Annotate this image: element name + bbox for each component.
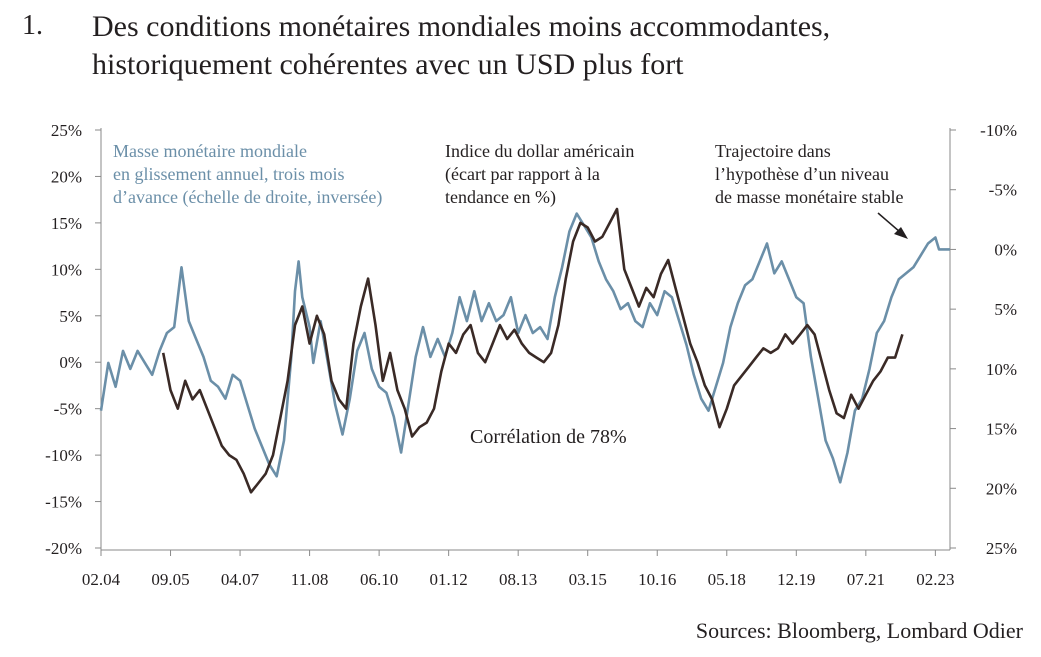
x-tick-label: 11.08 xyxy=(291,570,329,589)
x-tick-label: 05.18 xyxy=(708,570,746,589)
right-tick-label: 5% xyxy=(994,300,1017,319)
x-tick-label: 07.21 xyxy=(847,570,885,589)
x-tick-label: 09.05 xyxy=(151,570,189,589)
right-tick-label: -5% xyxy=(989,181,1017,200)
annotation-trajectory: Trajectoire dans l’hypothèse d’un niveau… xyxy=(715,141,903,207)
left-tick-label: 20% xyxy=(51,167,82,186)
x-tick-label: 02.23 xyxy=(916,570,954,589)
source-note: Sources: Bloomberg, Lombard Odier xyxy=(695,618,1023,643)
x-tick-label: 12.19 xyxy=(777,570,815,589)
annotation-money-supply: Masse monétaire mondiale en glissement a… xyxy=(113,141,382,208)
chart-title-line-1: Des conditions monétaires mondiales moin… xyxy=(92,10,831,43)
x-tick-label: 01.12 xyxy=(430,570,468,589)
annotation-arrow xyxy=(877,212,908,239)
series-line-money-supply xyxy=(99,212,950,484)
right-tick-label: -10% xyxy=(980,121,1017,140)
right-tick-label: 15% xyxy=(986,420,1017,439)
left-tick-label: 0% xyxy=(59,353,82,372)
chart-title-line-2: historiquement cohérentes avec un USD pl… xyxy=(92,48,684,81)
left-tick-label: 5% xyxy=(59,307,82,326)
right-tick-label: 25% xyxy=(986,539,1017,558)
correlation-label: Corrélation de 78% xyxy=(470,426,627,448)
left-tick-label: -5% xyxy=(54,400,82,419)
annotation-usd-index: Indice du dollar américain (écart par ra… xyxy=(445,141,639,208)
x-tick-label: 02.04 xyxy=(82,570,121,589)
x-tick-label: 06.10 xyxy=(360,570,398,589)
right-axis-ticks: -10% -5% 0% 5% 10% 15% 20% 25% xyxy=(950,121,1017,558)
chart-title: Des conditions monétaires mondiales moin… xyxy=(92,8,1022,84)
left-tick-label: 15% xyxy=(51,214,82,233)
right-tick-label: 10% xyxy=(986,360,1017,379)
left-tick-label: -20% xyxy=(45,539,82,558)
left-tick-label: -10% xyxy=(45,446,82,465)
x-tick-label: 10.16 xyxy=(638,570,676,589)
x-tick-label: 04.07 xyxy=(221,570,260,589)
left-axis-ticks: 25% 20% 15% 10% 5% 0% -5% -10% -15% -20% xyxy=(45,121,101,558)
left-tick-label: 25% xyxy=(51,121,82,140)
left-tick-label: -15% xyxy=(45,493,82,512)
left-tick-label: 10% xyxy=(51,260,82,279)
chart-number: 1. xyxy=(22,10,43,41)
right-tick-label: 0% xyxy=(994,240,1017,259)
x-axis-ticks: 02.04 09.05 04.07 11.08 06.10 01.12 08.13 03.15… xyxy=(82,550,954,589)
series-line-usd-index xyxy=(161,207,904,494)
right-tick-label: 20% xyxy=(986,479,1017,498)
x-tick-label: 03.15 xyxy=(569,570,607,589)
x-tick-label: 08.13 xyxy=(499,570,537,589)
